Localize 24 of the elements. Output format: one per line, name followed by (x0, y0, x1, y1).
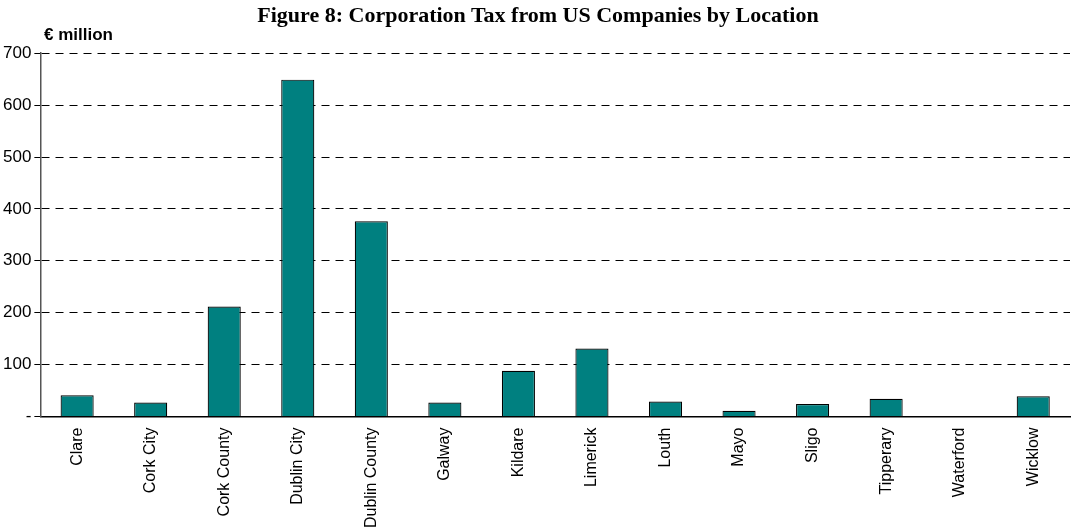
y-axis-title: € million (44, 25, 113, 45)
x-tick-label: Cork County (214, 427, 232, 517)
x-tick-label: Tipperary (876, 427, 894, 495)
x-tick-label: Cork City (141, 427, 159, 494)
y-tick-label: - (25, 406, 32, 426)
x-tick-label: Dublin County (361, 427, 379, 528)
y-tick-label: 100 (2, 354, 32, 374)
x-tick-label: Mayo (729, 427, 747, 467)
x-tick-label: Galway (435, 427, 453, 481)
x-tick-label: Wicklow (1023, 427, 1041, 487)
x-tick-label: Louth (655, 427, 673, 468)
x-tick-label: Sligo (803, 427, 820, 464)
x-tick-label: Limerick (582, 426, 600, 488)
y-tick-label: 600 (2, 94, 32, 114)
x-tick-label: Kildare (508, 427, 526, 478)
y-tick-label: 500 (2, 146, 32, 166)
y-tick-label: 700 (2, 42, 32, 62)
y-tick-label: 400 (2, 198, 32, 218)
x-tick-label: Dublin City (288, 427, 306, 505)
chart-title: Figure 8: Corporation Tax from US Companies by Location (257, 2, 819, 27)
x-tick-label: Waterford (950, 427, 968, 498)
y-tick-label: 300 (2, 250, 32, 270)
x-tick-label: Clare (67, 427, 85, 466)
y-tick-label: 200 (2, 302, 32, 322)
